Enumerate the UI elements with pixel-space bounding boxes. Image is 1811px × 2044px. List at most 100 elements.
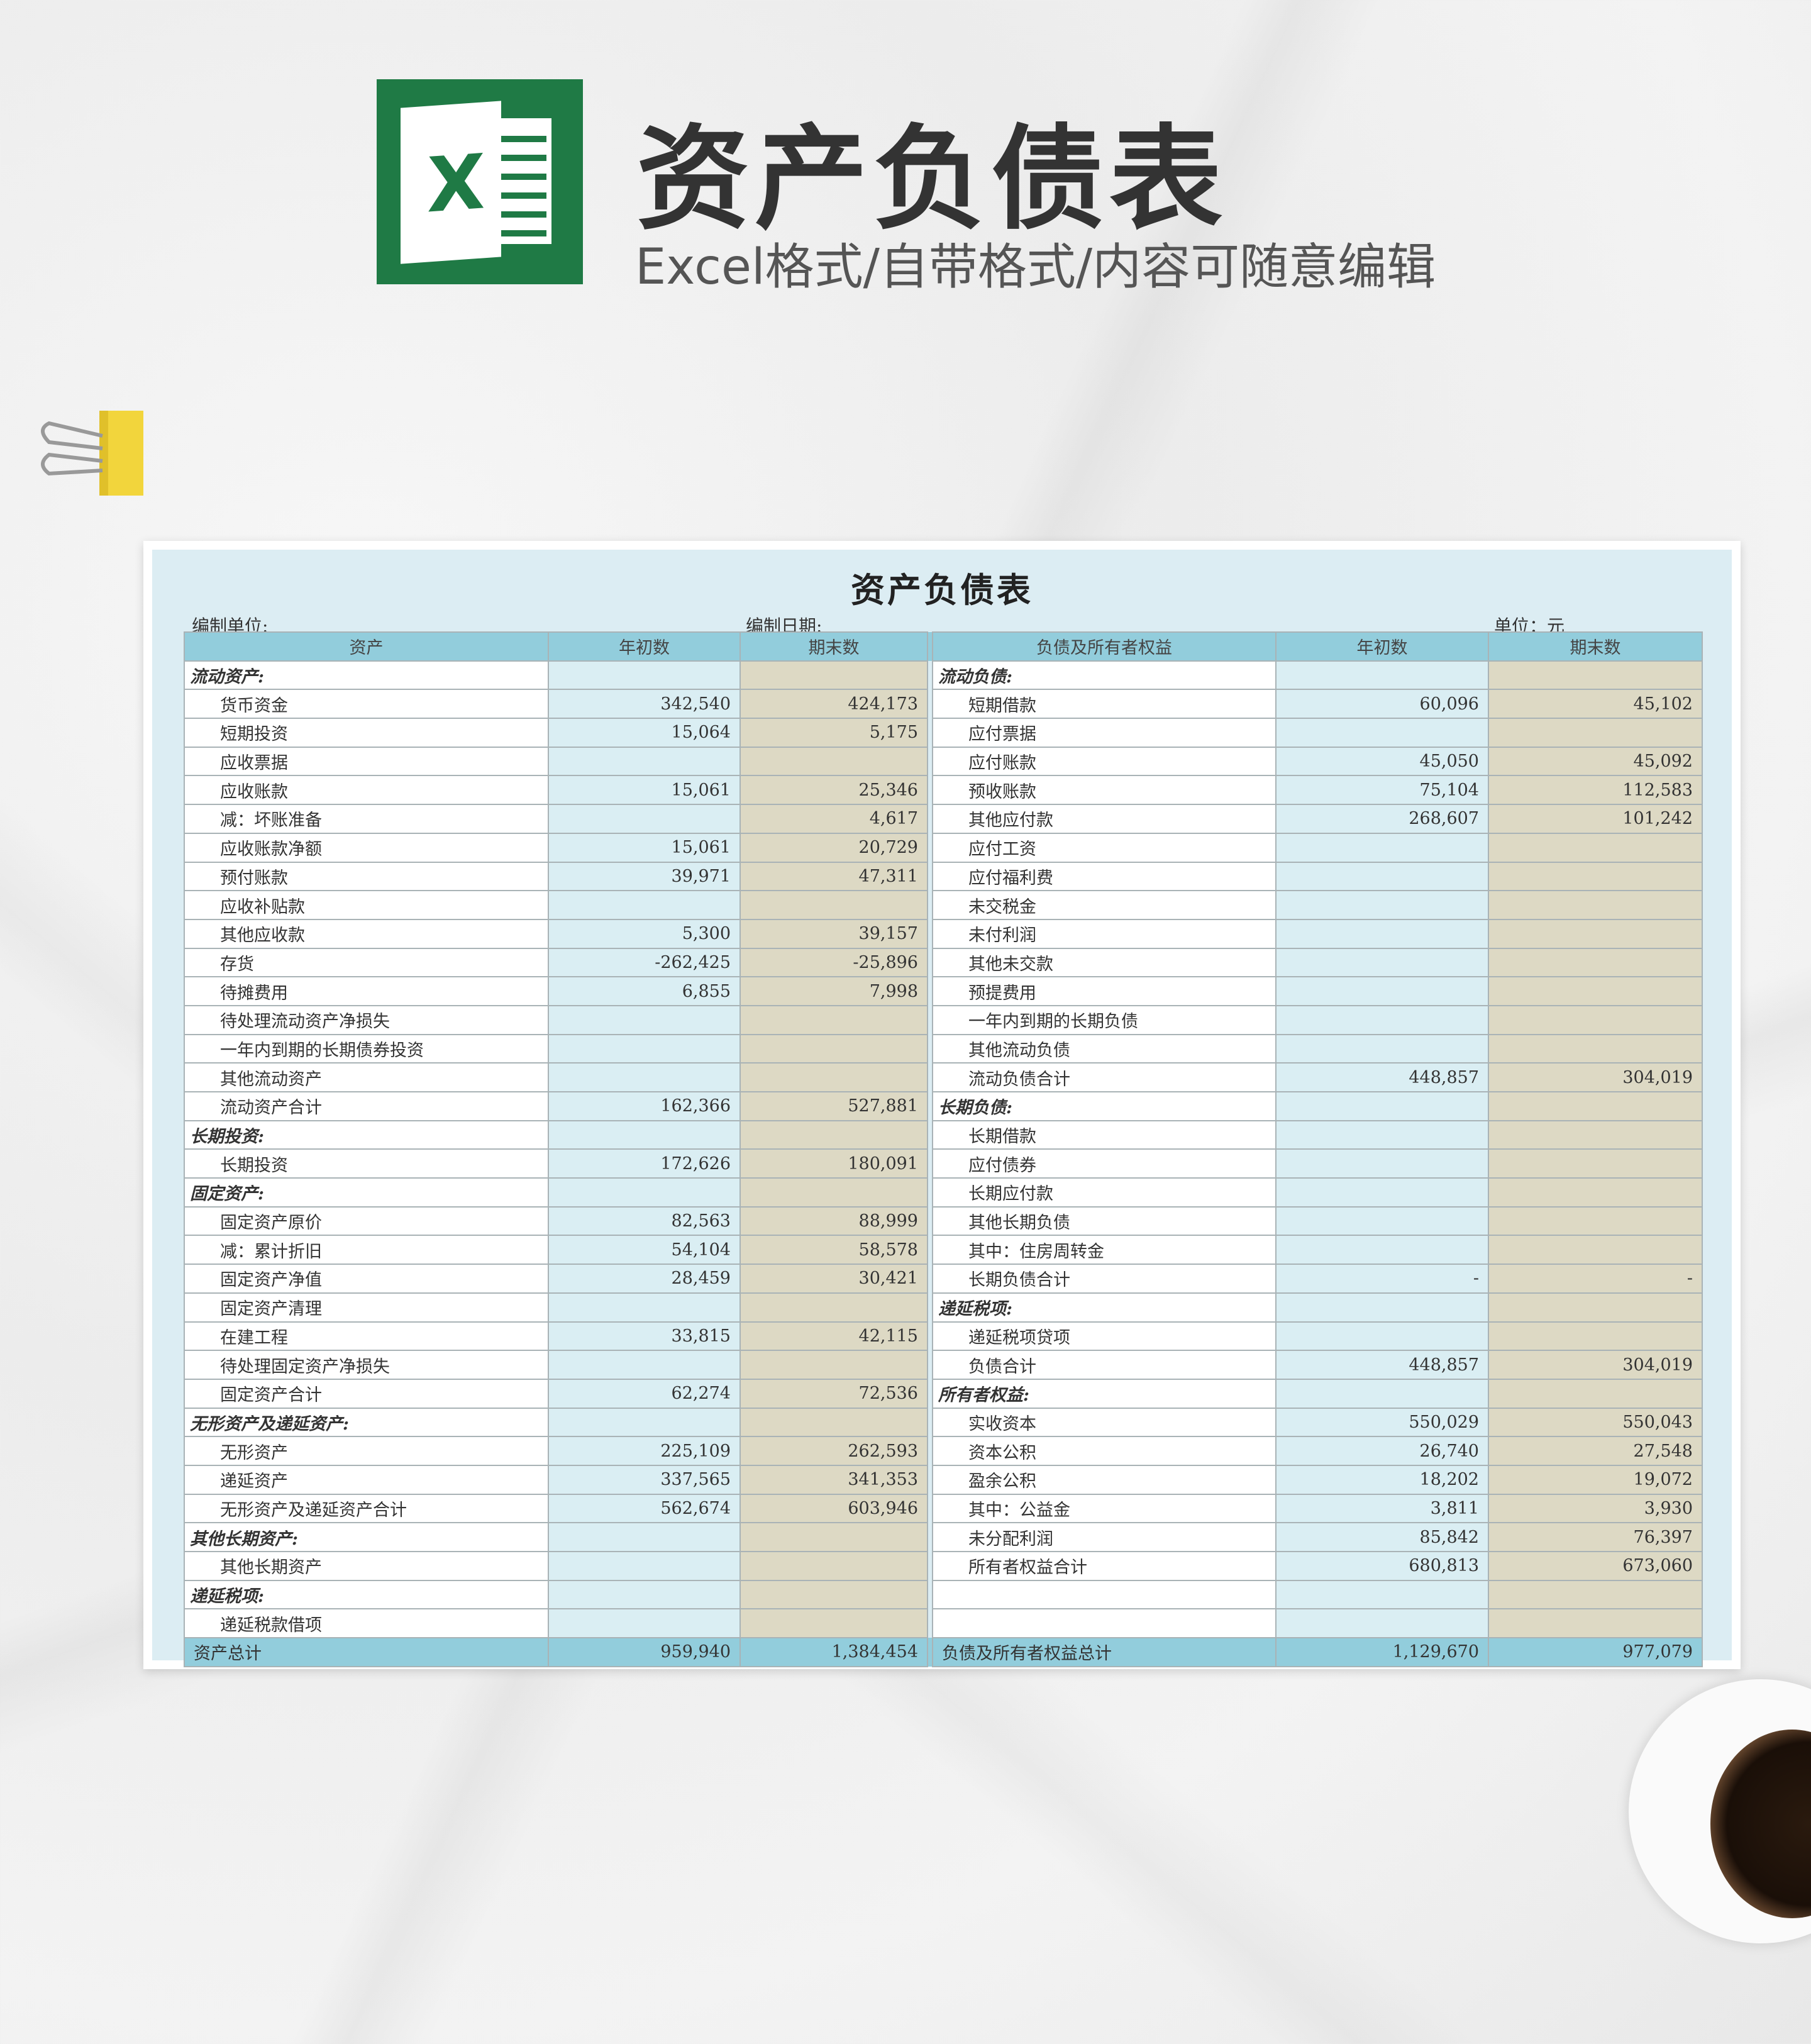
asset-label[interactable]: 固定资产清理 [184,1292,549,1323]
liability-label[interactable]: 其中：公益金 [932,1493,1277,1524]
asset-end-value[interactable]: 42,115 [739,1321,928,1352]
liability-label[interactable]: 应付债券 [932,1148,1277,1179]
asset-label[interactable]: 减：坏账准备 [184,804,549,834]
asset-end-value[interactable] [739,746,928,777]
asset-end-value[interactable] [739,1004,928,1035]
asset-end-value[interactable]: 7,998 [739,976,928,1006]
asset-end-value[interactable]: 341,353 [739,1464,928,1495]
liability-label[interactable]: 应付福利费 [932,861,1277,892]
asset-begin-value[interactable]: 342,540 [548,689,741,719]
asset-begin-value[interactable]: 28,459 [548,1264,741,1294]
asset-label[interactable]: 递延资产 [184,1464,549,1495]
liability-label[interactable]: 所有者权益合计 [932,1551,1277,1581]
liability-end-value[interactable] [1488,832,1703,863]
liability-begin-value[interactable]: 268,607 [1275,804,1489,834]
liability-end-value[interactable] [1488,1292,1703,1323]
asset-begin-value[interactable] [548,1350,741,1380]
asset-label[interactable]: 短期投资 [184,718,549,748]
liability-label[interactable]: 一年内到期的长期负债 [932,1004,1277,1035]
liability-begin-value[interactable] [1275,947,1489,978]
asset-end-value[interactable]: 58,578 [739,1235,928,1265]
asset-begin-value[interactable]: 5,300 [548,918,741,949]
liability-end-value[interactable]: 673,060 [1488,1551,1703,1581]
asset-end-value[interactable] [739,1608,928,1639]
asset-end-value[interactable]: 47,311 [739,861,928,892]
liability-begin-value[interactable] [1275,1119,1489,1150]
asset-begin-value[interactable]: 33,815 [548,1321,741,1352]
liability-label[interactable]: 未分配利润 [932,1522,1277,1552]
liability-begin-value[interactable] [1275,1321,1489,1352]
asset-end-value[interactable] [739,1551,928,1581]
liability-end-value[interactable]: 977,079 [1488,1637,1703,1667]
asset-begin-value[interactable] [548,1407,741,1438]
asset-begin-value[interactable]: 15,061 [548,775,741,806]
liability-label[interactable]: 未付利润 [932,918,1277,949]
asset-end-value[interactable]: 4,617 [739,804,928,834]
liability-begin-value[interactable] [1275,1378,1489,1409]
liability-begin-value[interactable] [1275,1608,1489,1639]
asset-label[interactable]: 无形资产 [184,1436,549,1466]
asset-begin-value[interactable] [548,1062,741,1092]
liability-label[interactable]: 其他未交款 [932,947,1277,978]
asset-begin-value[interactable] [548,1579,741,1610]
liability-begin-value[interactable]: 550,029 [1275,1407,1489,1438]
asset-end-value[interactable]: 527,881 [739,1091,928,1121]
liability-label[interactable]: 短期借款 [932,689,1277,719]
asset-label[interactable]: 货币资金 [184,689,549,719]
liability-end-value[interactable]: - [1488,1264,1703,1294]
liability-begin-value[interactable] [1275,1579,1489,1610]
liability-end-value[interactable] [1488,947,1703,978]
liability-label[interactable]: 负债合计 [932,1350,1277,1380]
liability-label[interactable]: 应付票据 [932,718,1277,748]
asset-begin-value[interactable] [548,1004,741,1035]
asset-end-value[interactable] [739,1177,928,1208]
asset-begin-value[interactable]: 15,064 [548,718,741,748]
liability-label[interactable]: 长期借款 [932,1119,1277,1150]
liability-end-value[interactable] [1488,861,1703,892]
asset-label[interactable]: 其他流动资产 [184,1062,549,1092]
liability-end-value[interactable] [1488,918,1703,949]
asset-begin-value[interactable] [548,1119,741,1150]
asset-begin-value[interactable]: 39,971 [548,861,741,892]
liability-end-value[interactable] [1488,976,1703,1006]
asset-begin-value[interactable] [548,660,741,691]
liability-label[interactable]: 长期负债合计 [932,1264,1277,1294]
asset-section-label[interactable]: 无形资产及递延资产: [184,1407,549,1438]
liability-label[interactable]: 预提费用 [932,976,1277,1006]
asset-begin-value[interactable]: 82,563 [548,1206,741,1236]
asset-end-value[interactable] [739,890,928,920]
liability-begin-value[interactable] [1275,1206,1489,1236]
liability-end-value[interactable]: 550,043 [1488,1407,1703,1438]
liability-end-value[interactable]: 45,102 [1488,689,1703,719]
liability-end-value[interactable]: 3,930 [1488,1493,1703,1524]
liability-label[interactable]: 未交税金 [932,890,1277,920]
liability-label[interactable]: 流动负债合计 [932,1062,1277,1092]
asset-end-value[interactable]: 88,999 [739,1206,928,1236]
asset-begin-value[interactable] [548,1551,741,1581]
asset-end-value[interactable]: 30,421 [739,1264,928,1294]
liability-label[interactable]: 长期应付款 [932,1177,1277,1208]
liability-begin-value[interactable]: 3,811 [1275,1493,1489,1524]
liability-label[interactable]: 其他应付款 [932,804,1277,834]
asset-section-label[interactable]: 其他长期资产: [184,1522,549,1552]
asset-begin-value[interactable] [548,1522,741,1552]
liability-label[interactable]: 盈余公积 [932,1464,1277,1495]
asset-end-value[interactable]: 20,729 [739,832,928,863]
liability-end-value[interactable] [1488,1206,1703,1236]
asset-label[interactable]: 存货 [184,947,549,978]
asset-end-value[interactable] [739,1292,928,1323]
liability-begin-value[interactable] [1275,976,1489,1006]
asset-section-label[interactable]: 递延税项: [184,1579,549,1610]
liability-begin-value[interactable]: 448,857 [1275,1350,1489,1380]
liability-label[interactable]: 预收账款 [932,775,1277,806]
asset-label[interactable]: 固定资产原价 [184,1206,549,1236]
asset-end-value[interactable]: -25,896 [739,947,928,978]
liability-begin-value[interactable]: 680,813 [1275,1551,1489,1581]
asset-label[interactable]: 固定资产净值 [184,1264,549,1294]
liability-end-value[interactable]: 45,092 [1488,746,1703,777]
asset-begin-value[interactable] [548,746,741,777]
asset-label[interactable]: 应收补贴款 [184,890,549,920]
liability-section-label[interactable]: 递延税项: [932,1292,1277,1323]
liability-begin-value[interactable] [1275,1004,1489,1035]
liability-begin-value[interactable] [1275,861,1489,892]
